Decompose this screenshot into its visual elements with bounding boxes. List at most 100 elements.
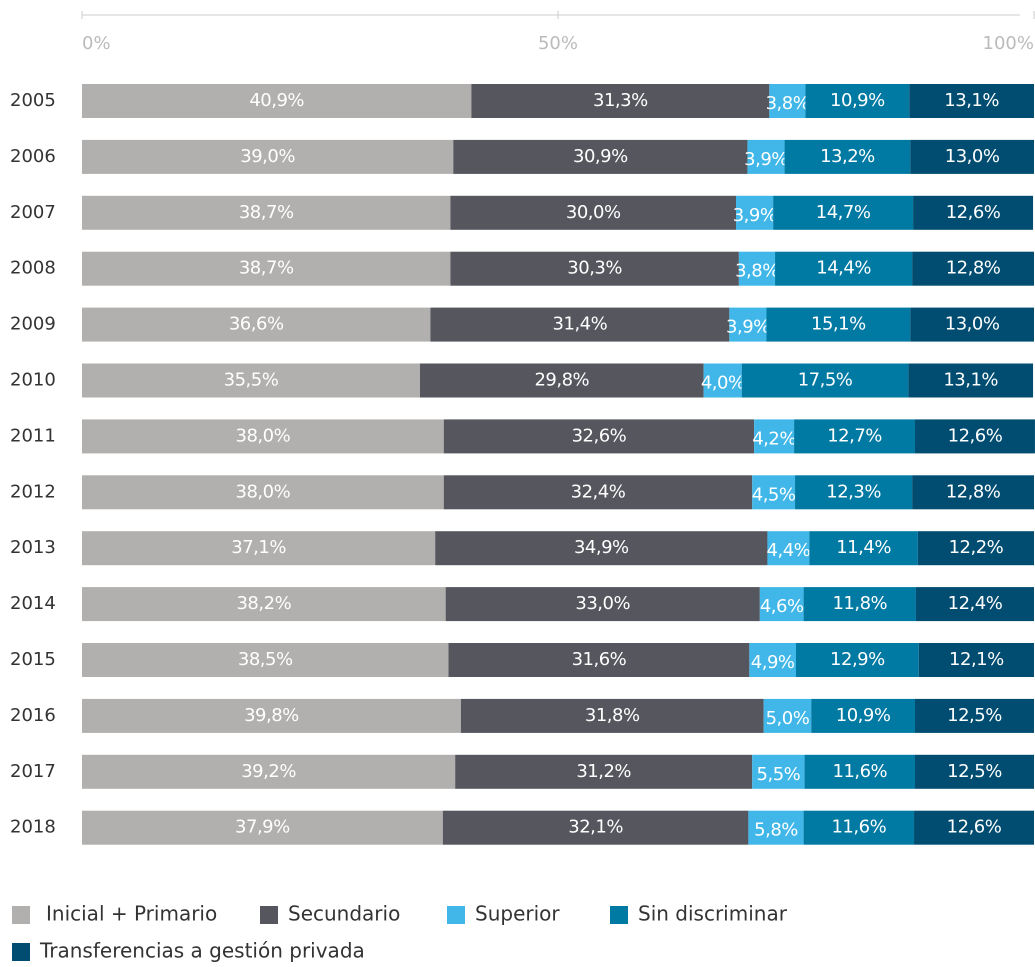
y-tick-label: 2007	[10, 202, 56, 223]
data-label: 10,9%	[836, 705, 891, 726]
y-tick-label: 2005	[10, 90, 56, 111]
data-label: 3,8%	[735, 261, 779, 282]
data-label: 31,8%	[585, 705, 640, 726]
data-label: 12,7%	[827, 425, 882, 446]
bar-segment	[82, 587, 446, 622]
data-label: 39,2%	[241, 761, 296, 782]
data-label: 38,2%	[236, 593, 291, 614]
bar-segment	[918, 643, 1034, 677]
y-tick-label: 2011	[10, 425, 56, 446]
data-label: 12,8%	[946, 481, 1001, 502]
data-label: 37,1%	[231, 537, 286, 558]
x-tick-label: 100%	[983, 33, 1034, 54]
legend-label: Transferencias a gestión privada	[39, 939, 365, 963]
data-label: 32,4%	[571, 481, 626, 502]
data-label: 14,7%	[816, 202, 871, 223]
data-label: 12,2%	[949, 537, 1004, 558]
bar-segment	[804, 754, 915, 789]
data-label: 10,9%	[830, 90, 885, 111]
bar-segment	[82, 419, 444, 454]
bar-segment	[794, 419, 915, 454]
data-label: 12,5%	[947, 705, 1002, 726]
data-label: 13,1%	[944, 90, 999, 111]
bar-segment	[915, 419, 1035, 454]
bar-segment	[915, 587, 1034, 622]
bar-segment	[784, 139, 911, 174]
bar-segment	[82, 754, 456, 789]
bar-segment	[82, 643, 449, 677]
bar-segment	[766, 307, 911, 342]
bar-segment	[736, 195, 774, 230]
bar-segment	[741, 363, 909, 398]
bar-segment	[435, 531, 768, 566]
bar-segment	[767, 531, 810, 566]
bar-segment	[805, 84, 910, 118]
x-tick-label: 0%	[82, 33, 111, 54]
legend-label: Sin discriminar	[638, 902, 788, 926]
data-label: 33,0%	[575, 593, 630, 614]
data-label: 12,9%	[830, 649, 885, 670]
y-tick-label: 2012	[10, 481, 56, 502]
data-label: 34,9%	[574, 537, 629, 558]
data-label: 30,3%	[567, 258, 622, 279]
data-label: 31,3%	[593, 90, 648, 111]
data-label: 4,2%	[752, 428, 796, 449]
bar-segment	[910, 139, 1034, 174]
bar-segment	[748, 810, 804, 845]
data-label: 5,0%	[766, 708, 810, 729]
data-label: 11,6%	[831, 817, 886, 838]
y-tick-label: 2016	[10, 705, 56, 726]
bar-segment	[703, 363, 742, 398]
bar-segment	[471, 84, 770, 118]
data-label: 38,7%	[239, 258, 294, 279]
data-label: 36,6%	[229, 314, 284, 335]
bar-segment	[82, 810, 443, 845]
bar-segment	[915, 754, 1034, 789]
legend-swatch	[12, 943, 30, 961]
data-label: 4,0%	[701, 373, 745, 394]
data-label: 30,0%	[566, 202, 621, 223]
data-label: 35,5%	[224, 370, 279, 391]
y-tick-label: 2014	[10, 593, 56, 614]
legend-label: Inicial + Primario	[46, 902, 217, 926]
y-tick-label: 2013	[10, 537, 56, 558]
bar-segment	[795, 475, 913, 510]
bar-segment	[909, 84, 1034, 118]
data-label: 13,1%	[943, 370, 998, 391]
bar-segment	[775, 251, 913, 286]
data-label: 31,4%	[553, 314, 608, 335]
bar-segment	[914, 810, 1034, 845]
data-label: 12,5%	[947, 761, 1002, 782]
y-tick-label: 2018	[10, 817, 56, 838]
bar-segment	[455, 754, 753, 789]
data-label: 4,9%	[751, 652, 795, 673]
bar-segment	[460, 698, 764, 733]
legend-label: Superior	[475, 902, 560, 926]
bar-segment	[82, 251, 451, 286]
bar-segment	[749, 643, 796, 677]
bar-segment	[82, 307, 431, 342]
data-label: 38,0%	[236, 425, 291, 446]
data-label: 3,9%	[733, 205, 777, 226]
bar-segment	[82, 195, 451, 230]
data-label: 39,0%	[240, 146, 295, 167]
data-label: 40,9%	[249, 90, 304, 111]
data-label: 38,5%	[238, 649, 293, 670]
legend-label: Secundario	[288, 902, 400, 926]
legend-swatch	[447, 906, 465, 924]
bar-segment	[912, 251, 1034, 286]
data-label: 12,8%	[946, 258, 1001, 279]
bar-segment	[443, 419, 755, 454]
bar-segment	[915, 698, 1034, 733]
bar-segment	[430, 307, 730, 342]
legend-swatch	[12, 906, 30, 924]
bar-segment	[82, 475, 444, 510]
bar-segment	[908, 363, 1034, 398]
data-label: 12,4%	[948, 593, 1003, 614]
bar-segment	[82, 531, 436, 566]
data-label: 31,6%	[572, 649, 627, 670]
bar-segment	[82, 139, 454, 174]
bar-segment	[738, 251, 776, 286]
bar-segment	[729, 307, 767, 342]
